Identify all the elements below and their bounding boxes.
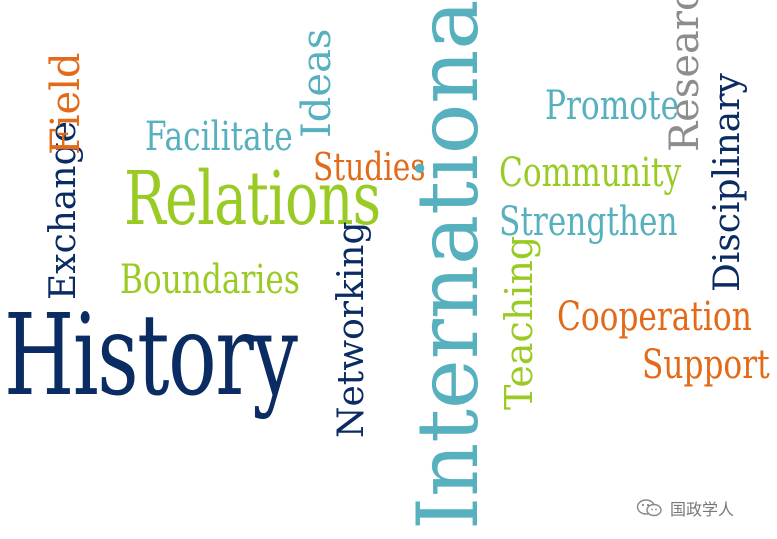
word-facilitate: Facilitate (145, 114, 293, 160)
word-disciplinary: Disciplinary (707, 73, 748, 292)
wechat-icon (636, 498, 664, 518)
word-promote: Promote (545, 83, 680, 129)
watermark: 国政学人 (636, 496, 734, 520)
word-international: International (399, 0, 497, 530)
word-support: Support (642, 342, 770, 388)
word-ideas: Ideas (294, 28, 340, 138)
word-studies: Studies (313, 145, 426, 189)
word-community: Community (499, 150, 682, 196)
word-field: Field (43, 52, 89, 155)
word-research: Research (662, 0, 708, 152)
word-history: History (4, 291, 298, 421)
word-cooperation: Cooperation (557, 294, 752, 340)
word-teaching: Teaching (497, 235, 541, 410)
word-strengthen: Strengthen (499, 199, 678, 245)
word-relations: Relations (124, 156, 381, 242)
watermark-text: 国政学人 (670, 500, 735, 519)
word-networking: Networking (331, 221, 372, 438)
word-boundaries: Boundaries (120, 257, 300, 303)
